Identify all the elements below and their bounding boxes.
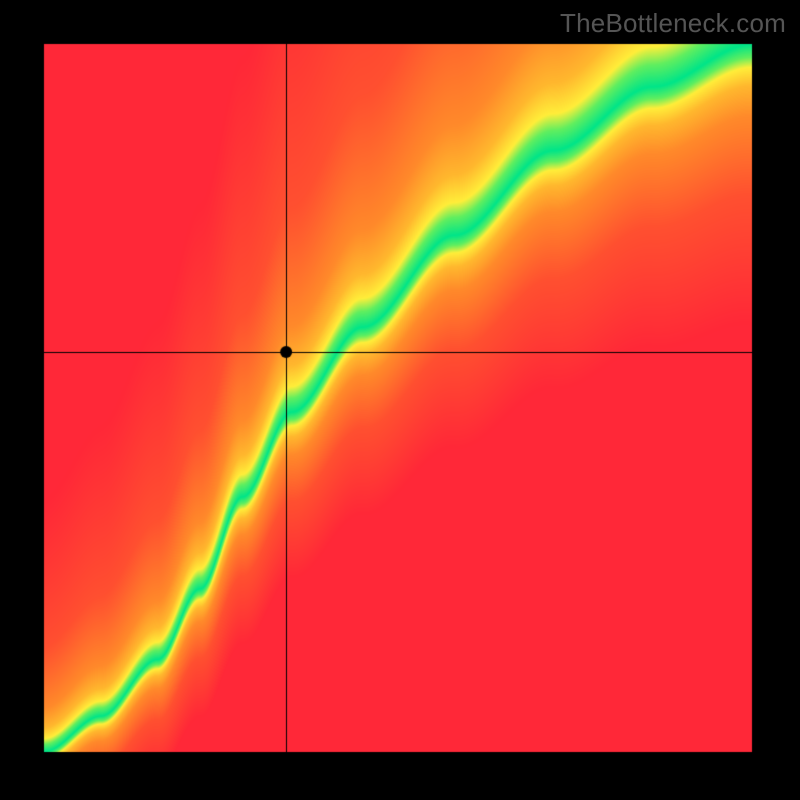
watermark-text: TheBottleneck.com xyxy=(560,8,786,39)
bottleneck-heatmap xyxy=(0,0,800,800)
